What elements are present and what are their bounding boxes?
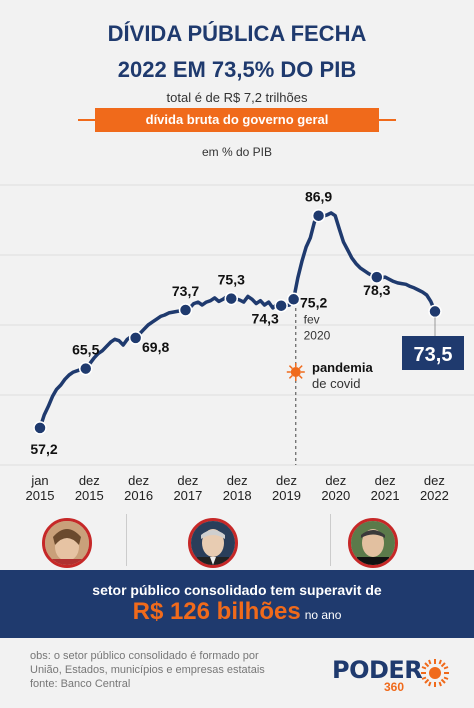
x-tick-label: dez xyxy=(227,473,248,488)
annotation-title: pandemia xyxy=(312,360,373,375)
final-value-box xyxy=(402,336,464,370)
data-label: 78,3 xyxy=(363,282,390,298)
summary-value: R$ 126 bilhões xyxy=(132,598,301,625)
x-tick-label: 2015 xyxy=(75,488,104,503)
virus-spike xyxy=(298,375,303,379)
x-tick-label: 2017 xyxy=(173,488,202,503)
data-label: 65,5 xyxy=(72,342,99,358)
data-point xyxy=(128,331,143,345)
dilma-photo xyxy=(42,518,92,568)
x-tick-label: 2021 xyxy=(371,488,400,503)
subtitle: total é de R$ 7,2 trilhões xyxy=(166,90,308,105)
virus-spike xyxy=(288,365,293,369)
series-banner: dívida bruta do governo geral xyxy=(78,108,396,132)
data-label: 86,9 xyxy=(305,189,332,205)
title-line-1: DÍVIDA PÚBLICA FECHA xyxy=(107,21,367,46)
data-label: 75,2 xyxy=(300,294,327,310)
data-point xyxy=(370,270,384,284)
data-point xyxy=(428,304,442,319)
data-label: 75,3 xyxy=(218,272,245,288)
virus-icon xyxy=(290,367,301,377)
data-point xyxy=(224,291,239,306)
x-tick-label: 2022 xyxy=(420,488,449,503)
source-line: fonte: Banco Central xyxy=(30,678,131,690)
poder360-logo: PODER 360 xyxy=(332,656,452,696)
x-tick-label: dez xyxy=(325,473,346,488)
note-line-2: União, Estados, municípios e empresas es… xyxy=(30,664,265,676)
virus-spike xyxy=(298,365,303,369)
data-label: 74,3 xyxy=(252,311,279,327)
x-tick-label: dez xyxy=(375,473,396,488)
data-label: 73,7 xyxy=(172,283,199,299)
summary-text: setor público consolidado tem superavit … xyxy=(92,582,382,598)
x-tick-label: dez xyxy=(177,473,198,488)
temer-photo xyxy=(188,518,238,568)
unit-label: em % do PIB xyxy=(201,145,273,159)
title-line-2: 2022 EM 73,5% DO PIB xyxy=(117,57,357,82)
x-tick-label: 2018 xyxy=(223,488,252,503)
x-tick-label: dez xyxy=(128,473,149,488)
x-tick-label: 2020 xyxy=(321,488,350,503)
data-point xyxy=(178,303,193,317)
line-chart: 57,2 65,5 69,8 73,7 75,3 74,3 75,2 fev 2020 86,9 7… xyxy=(0,184,474,503)
x-tick-label: jan xyxy=(30,473,48,488)
data-label: 73,5 xyxy=(414,344,453,366)
data-point xyxy=(286,292,301,307)
note-line-1: obs: o setor público consolidado é forma… xyxy=(30,650,259,662)
virus-spike xyxy=(288,375,293,379)
point-note: fev xyxy=(304,312,320,326)
x-tick-label: 2016 xyxy=(124,488,153,503)
bolsonaro-photo xyxy=(348,518,398,568)
x-tick-label: 2015 xyxy=(26,488,55,503)
separator xyxy=(330,514,331,566)
data-point xyxy=(274,298,288,313)
data-point xyxy=(311,208,326,223)
summary-value-line: R$ 126 bilhões no ano xyxy=(0,598,474,626)
point-note: 2020 xyxy=(304,328,331,342)
annotation-text: de covid xyxy=(312,376,360,391)
x-tick-label: 2019 xyxy=(272,488,301,503)
data-label: 69,8 xyxy=(142,339,169,355)
data-label: 57,2 xyxy=(30,441,57,457)
series-line xyxy=(38,211,437,430)
data-point xyxy=(33,421,47,435)
summary-suffix: no ano xyxy=(304,608,342,622)
x-tick-label: dez xyxy=(424,473,445,488)
sun-logo-icon xyxy=(421,659,449,687)
x-tick-label: dez xyxy=(79,473,100,488)
separator xyxy=(126,514,127,566)
data-point xyxy=(78,361,93,376)
summary-band xyxy=(0,570,474,638)
x-tick-label: dez xyxy=(276,473,297,488)
